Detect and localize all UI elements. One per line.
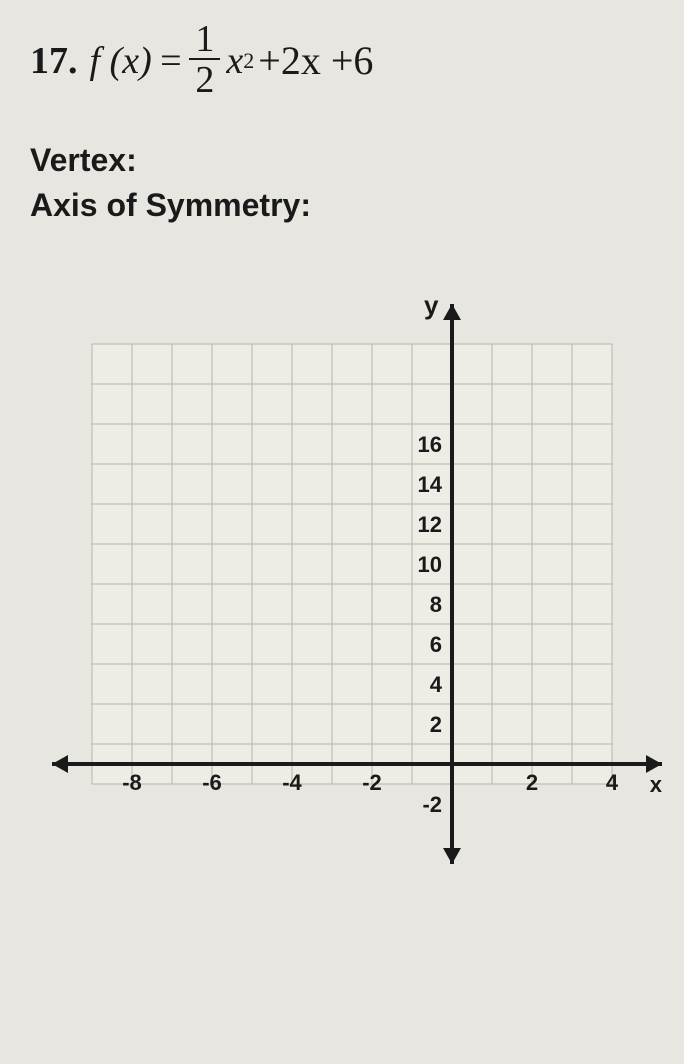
svg-text:4: 4 [430, 672, 443, 697]
fraction-denominator: 2 [189, 60, 220, 102]
svg-text:14: 14 [418, 472, 443, 497]
handwritten-terms: +2x +6 [258, 37, 373, 84]
equation: f (x) = 1 2 x 2 +2x +6 [90, 20, 374, 102]
svg-text:x: x [650, 772, 663, 797]
equals-sign: = [158, 39, 184, 83]
svg-text:10: 10 [418, 552, 442, 577]
coordinate-grid-chart: yx-8-6-4-224-2246810121416 [32, 284, 652, 874]
axis-of-symmetry-label: Axis of Symmetry: [30, 187, 654, 224]
svg-text:-2: -2 [362, 770, 382, 795]
svg-text:-4: -4 [282, 770, 302, 795]
svg-text:6: 6 [430, 632, 442, 657]
x-squared-exponent: 2 [243, 48, 254, 74]
svg-text:8: 8 [430, 592, 442, 617]
labels-section: Vertex: Axis of Symmetry: [30, 142, 654, 224]
svg-text:-6: -6 [202, 770, 222, 795]
fraction-numerator: 1 [189, 20, 220, 60]
svg-text:2: 2 [430, 712, 442, 737]
svg-text:2: 2 [526, 770, 538, 795]
svg-text:16: 16 [418, 432, 442, 457]
grid-svg: y x -8 -6 -4 -2 2 4 -2 2 4 6 8 10 12 14 16 [32, 284, 672, 884]
x-squared-base: x [226, 39, 243, 83]
vertex-label: Vertex: [30, 142, 654, 179]
fraction-one-half: 1 2 [189, 20, 220, 102]
svg-text:12: 12 [418, 512, 442, 537]
svg-text:-2: -2 [422, 792, 442, 817]
problem-header: 17. f (x) = 1 2 x 2 +2x +6 [30, 20, 654, 102]
problem-number: 17. [30, 39, 78, 83]
function-lhs: f (x) [90, 39, 152, 83]
svg-text:-8: -8 [122, 770, 142, 795]
svg-text:y: y [424, 290, 439, 320]
svg-text:4: 4 [606, 770, 619, 795]
